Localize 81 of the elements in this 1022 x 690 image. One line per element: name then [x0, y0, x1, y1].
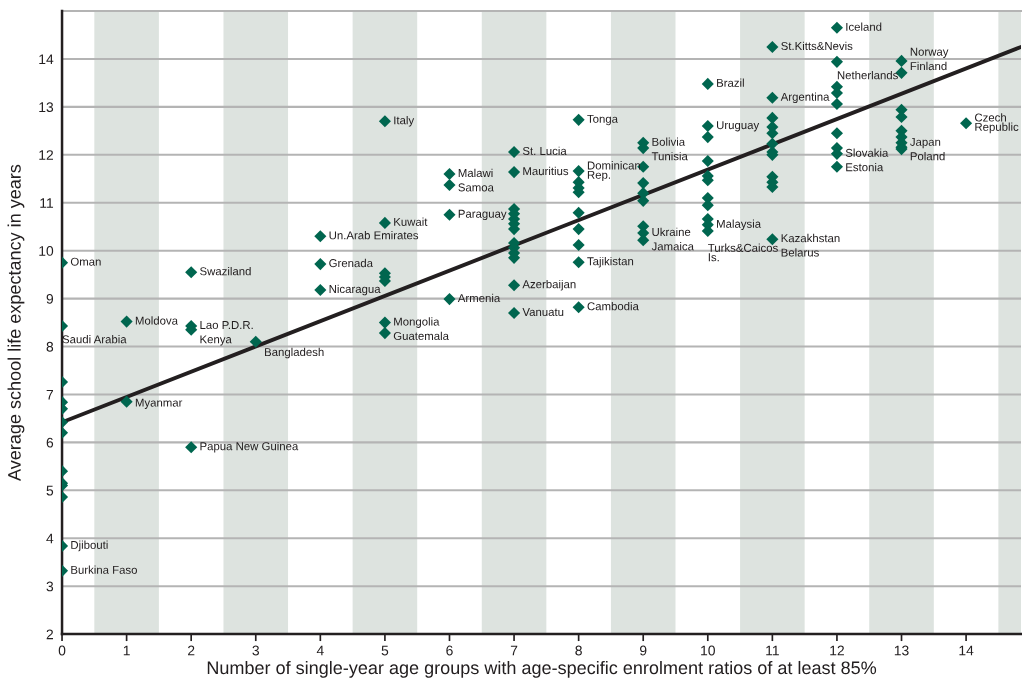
annotation: Oman [70, 257, 101, 266]
annotation: Norway [910, 47, 949, 58]
annotation: Myanmar [135, 398, 183, 409]
y-tick-label: 3 [46, 581, 54, 592]
annotation: Kuwait [394, 217, 428, 226]
x-tick-label: 8 [575, 645, 582, 656]
annotation: Malawi [458, 168, 493, 178]
annotation: Tajikistan [587, 256, 634, 268]
x-tick-label: 3 [252, 645, 260, 656]
annotation: Brazil [717, 78, 744, 87]
annotation: Kenya [200, 335, 232, 346]
annotation: Czech Republic [975, 113, 1019, 134]
annotation: Cambodia [587, 301, 639, 311]
y-tick-label: 11 [40, 198, 54, 208]
x-axis-title: Number of single-year age groups with age-specific enrolment ratios of at least 85% [207, 660, 877, 678]
annotation: Azerbaijan [522, 279, 576, 291]
annotation: Saudi Arabia [62, 335, 127, 344]
x-tick-label: 2 [188, 645, 195, 656]
annotation: Guatemala [393, 331, 449, 341]
annotation: Moldova [135, 316, 178, 325]
annotation: Nicaragua [329, 284, 381, 296]
annotation: Poland [910, 151, 945, 161]
annotation: Estonia [846, 162, 884, 172]
annotation: Mongolia [394, 317, 440, 328]
y-axis-title: Average school life expectancy in years [7, 164, 25, 481]
x-tick-label: 7 [510, 645, 518, 656]
annotation: Finland [910, 61, 947, 71]
annotation: Armenia [457, 293, 501, 303]
y-tick-label: 6 [46, 437, 54, 448]
x-tick-label: 4 [316, 645, 324, 656]
annotation: Tonga [587, 114, 618, 126]
x-tick-label: 0 [58, 645, 66, 656]
annotation: Jamaica [651, 242, 694, 251]
annotation: St. Lucia [522, 146, 567, 156]
annotation: Samoa [458, 183, 494, 192]
annotation: Mauritius [523, 166, 569, 176]
annotation: St.Kitts&Nevis [781, 41, 853, 51]
x-tick-label: 13 [894, 645, 909, 656]
x-tick-label: 12 [830, 645, 844, 656]
annotation: Un.Arab Emirates [329, 231, 419, 240]
y-tick-label: 10 [39, 246, 54, 256]
y-tick-label: 7 [46, 389, 54, 400]
annotation: Vanuatu [522, 308, 564, 317]
annotation: Kazakhstan [781, 233, 840, 243]
annotation: Iceland [846, 22, 882, 31]
annotation: Malaysia [717, 219, 762, 231]
y-tick-label: 14 [39, 54, 54, 64]
y-tick-label: 8 [46, 341, 54, 352]
annotation: Argentina [780, 92, 830, 104]
annotation: Djibouti [71, 540, 108, 552]
annotation: Lao P.D.R. [200, 321, 253, 329]
y-tick-label: 5 [46, 485, 54, 496]
annotation: Grenada [329, 258, 373, 268]
x-tick-label: 1 [123, 645, 130, 656]
x-tick-label: 9 [640, 645, 647, 656]
annotation: Swaziland [200, 266, 251, 276]
annotation: Japan [910, 137, 941, 149]
x-tick-label: 10 [701, 645, 715, 656]
y-tick-label: 9 [46, 293, 54, 304]
annotation: Turks&Caicos Is. [708, 243, 778, 262]
annotation: Dominican Rep. [587, 161, 641, 182]
x-tick-label: 11 [766, 645, 779, 656]
annotation: Tunisia [651, 151, 688, 161]
annotation: Paraguay [458, 209, 507, 221]
x-tick-label: 6 [446, 645, 453, 656]
annotation: Netherlands [837, 70, 898, 80]
y-tick-label: 12 [39, 150, 54, 160]
y-tick-label: 13 [39, 102, 54, 113]
annotation: Italy [394, 115, 415, 127]
annotation: Papua New Guinea [200, 441, 299, 453]
y-tick-label: 2 [46, 629, 54, 640]
annotation: Belarus [781, 248, 819, 257]
x-tick-label: 5 [381, 645, 389, 656]
x-tick-label: 14 [959, 645, 974, 656]
annotation: Ukraine [652, 227, 691, 237]
y-tick-label: 4 [46, 533, 54, 544]
annotation: Bolivia [652, 137, 686, 146]
annotation: Burkina Faso [71, 565, 137, 574]
annotation: Slovakia [845, 148, 889, 157]
annotation: Bangladesh [265, 347, 324, 359]
annotation: Uruguay [717, 121, 760, 132]
